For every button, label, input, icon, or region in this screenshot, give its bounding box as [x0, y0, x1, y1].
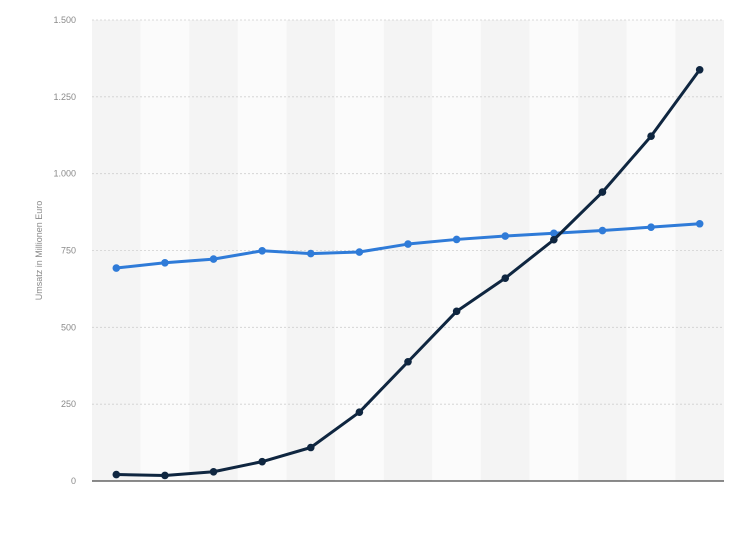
data-point [306, 249, 315, 258]
data-point [647, 132, 655, 140]
data-point [209, 467, 218, 476]
data-point [550, 235, 558, 244]
background-band [626, 20, 676, 481]
series-1 [112, 219, 704, 272]
y-tick-label: 1.000 [53, 169, 76, 179]
series-2 [112, 65, 704, 480]
data-point [598, 188, 607, 196]
data-point [404, 357, 412, 366]
data-point [209, 255, 218, 263]
y-tick-label: 0 [71, 476, 76, 486]
data-point [647, 223, 655, 231]
y-tick-label: 250 [61, 399, 76, 409]
data-point [112, 264, 121, 272]
gridlines [92, 19, 724, 405]
y-tick-label: 500 [61, 322, 76, 332]
y-axis-ticks: 0 250 500 750 1.000 1.250 1.500 [53, 15, 76, 486]
data-point [452, 235, 461, 244]
y-tick-label: 1.250 [53, 92, 76, 102]
data-point [404, 240, 412, 248]
data-point [501, 232, 510, 240]
data-point [112, 470, 121, 479]
y-tick-label: 1.500 [53, 15, 76, 25]
data-point [258, 457, 266, 466]
data-point [695, 219, 704, 228]
data-point [161, 258, 169, 267]
y-tick-label: 750 [61, 246, 76, 256]
data-point [355, 248, 364, 256]
background-band [675, 20, 724, 481]
data-point [306, 443, 315, 452]
data-point [550, 229, 558, 238]
data-point [355, 408, 364, 416]
data-point [598, 226, 607, 235]
data-point [695, 65, 704, 74]
data-point [452, 307, 461, 316]
series-group [112, 65, 704, 480]
y-axis-title: Umsatz in Millionen Euro [34, 201, 44, 301]
data-point [501, 274, 510, 282]
background-band [578, 20, 627, 481]
data-point [161, 471, 169, 480]
data-point [258, 247, 266, 255]
